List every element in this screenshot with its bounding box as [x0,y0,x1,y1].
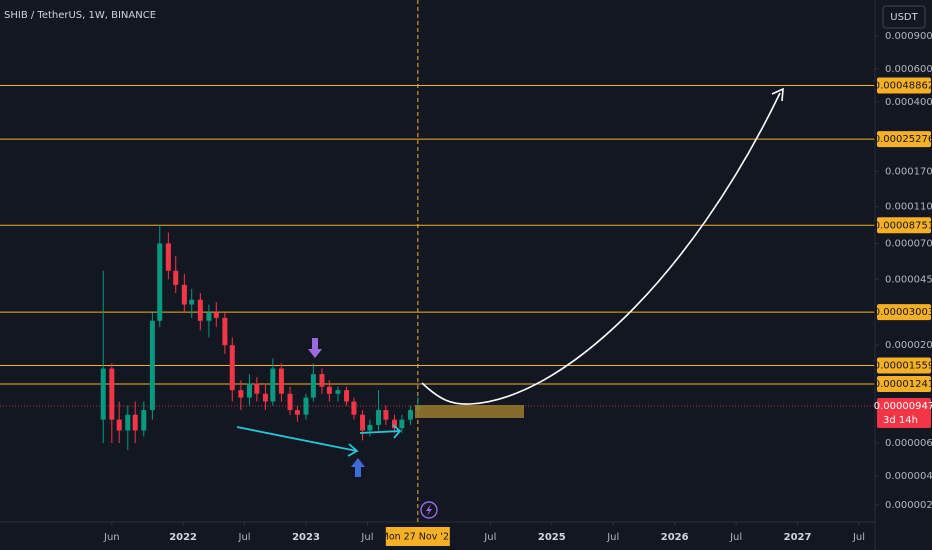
candle-body [116,419,122,431]
chart-title: SHIB / TetherUS, 1W, BINANCE [4,10,156,21]
y-tick-label: 0.00000600 [885,438,932,449]
level-label: 0.00003003 [874,307,932,318]
candle-body [254,383,260,394]
level-label: 0.00048862 [874,81,932,92]
candle-body [367,424,373,431]
level-label-box [877,77,931,94]
candle-body [391,419,397,429]
candle-body [181,284,187,305]
x-tick-label: Jul [729,532,742,543]
candle-body [303,397,309,415]
candle-body [399,419,405,429]
candle-body [213,312,219,318]
candle-body [197,299,203,321]
x-tick-label: 2027 [784,532,812,543]
candle-body [141,410,147,431]
y-tick-label: 0.00011000 [885,202,932,213]
level-label-box [877,357,931,374]
last-price-box [877,397,931,428]
x-tick-label: 2023 [292,532,320,543]
candle-body [344,390,350,402]
divergence-line [236,426,359,457]
x-tick-label: Jul [606,532,619,543]
y-tick-label: 0.00060000 [885,64,932,75]
y-tick-label: 0.00090000 [885,31,932,42]
x-tick-label: 2022 [169,532,197,543]
down-arrow [308,338,322,358]
y-tick-label: 0.00007000 [885,238,932,249]
level-label-box [877,217,931,234]
x-tick-label: Jul [852,532,865,543]
candle-body [278,368,284,394]
candle-body [222,317,228,346]
candle-body [238,390,244,398]
candle-body [189,299,195,305]
x-tick-label: 2026 [661,532,689,543]
candle-body [262,393,268,402]
candles [100,224,421,451]
currency-button[interactable] [882,5,926,29]
y-tick-label: 0.00000280 [885,500,932,511]
candle-body [319,374,325,387]
x-tick-label: Jul [238,532,251,543]
x-tick-label: Jul [483,532,496,543]
candle-body [206,312,212,321]
currency-label[interactable]: USDT [890,12,918,23]
event-icon[interactable] [420,501,438,519]
axes: 0.00090000 0.00060000 0.00040000 0.00017000… [103,31,932,546]
level-label: 0.00025276 [874,134,932,145]
countdown-label: 3d 14h [883,415,918,426]
candle-body [376,410,382,425]
last-price-label: 0.00000947 [874,401,932,412]
y-tick-label: 0.00004500 [885,274,932,285]
crosshair-label: Mon 27 Nov '23 [381,532,455,543]
candle-body [294,410,300,415]
candle-body [310,374,316,398]
level-label-box [877,304,931,321]
candle-body [149,320,155,411]
crosshair-label-box [385,527,450,546]
candle-body [132,414,138,431]
x-tick-label: 2025 [538,532,566,543]
y-tick-label: 0.00002000 [885,340,932,351]
level-label-box [877,131,931,148]
projection-curve [421,92,781,405]
candle-body [351,401,357,415]
candle-body [157,243,163,321]
candle-body [383,410,389,420]
candle-body [360,414,366,431]
levels [0,0,875,522]
candle-body [173,270,179,285]
level-label: 0.00008751 [874,220,932,231]
candle-body [109,368,115,420]
candle-body [165,243,171,271]
projection-arrowhead [771,87,784,102]
candle-body [407,410,413,420]
candle-body [125,414,131,431]
level-label: 0.00001559 [874,360,932,371]
level-label: 0.00001241 [874,379,932,390]
candle-body [270,368,276,402]
candle-body [246,383,252,398]
level-label-box [877,375,931,392]
x-tick-label: Jun [103,532,120,543]
candle-body [326,386,332,394]
divergence-line [359,424,402,439]
y-tick-label: 0.00000400 [885,471,932,482]
event-icon-bolt [426,504,432,516]
target-zone [415,405,524,418]
candle-body [335,390,341,394]
y-tick-label: 0.00040000 [885,97,932,108]
candle-body [100,368,106,420]
y-tick-label: 0.00017000 [885,166,932,177]
candle-body [287,393,293,411]
candle-body [229,345,235,391]
x-tick-label: Jul [360,532,373,543]
up-arrow [351,458,365,477]
